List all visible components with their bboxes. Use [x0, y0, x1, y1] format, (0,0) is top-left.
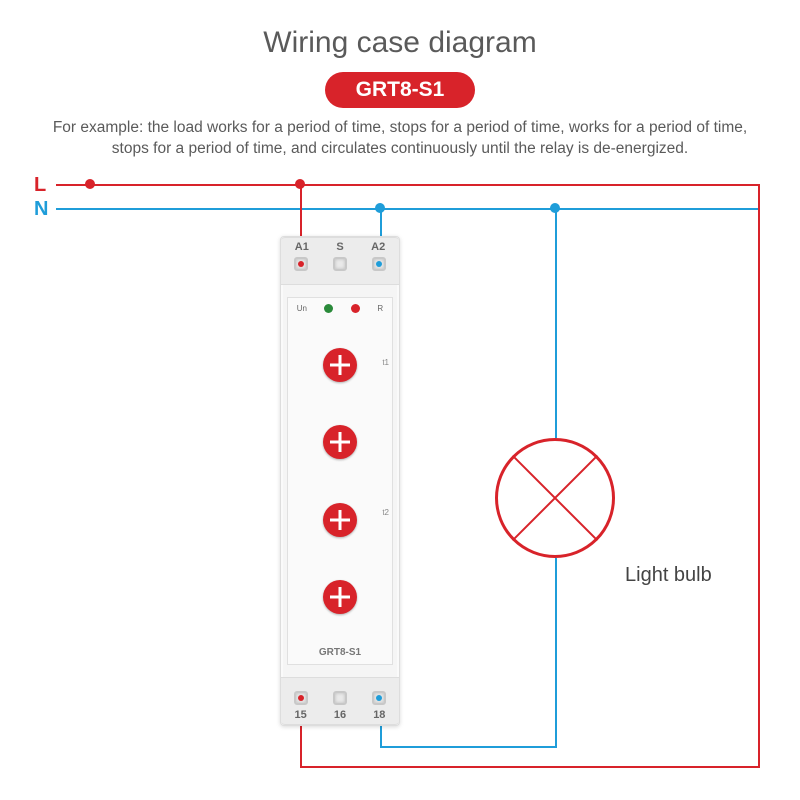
led-red — [351, 304, 360, 313]
wiring-diagram: L N .bulb::before,.bulb::after{display:n… — [0, 168, 800, 788]
description-text: For example: the load works for a period… — [0, 118, 800, 168]
terminal-label-15: 15 — [295, 709, 307, 721]
terminal-label-A1: A1 — [295, 241, 309, 253]
wire-18-to-bulb-h — [380, 746, 557, 748]
terminal-label-S: S — [336, 241, 343, 253]
page-title: Wiring case diagram — [0, 0, 800, 60]
terminal-S — [333, 257, 347, 271]
relay-device: A1 S A2 15 16 18 Un R t1 — [280, 236, 400, 726]
junction-L-A1 — [295, 179, 305, 189]
top-terminal-labels: A1 S A2 — [281, 241, 399, 253]
wire-18-to-bulb-v — [555, 558, 557, 748]
terminal-A1 — [294, 257, 308, 271]
knob-t2-range[interactable] — [323, 503, 357, 537]
wire-L-main — [56, 184, 760, 186]
knob-area — [288, 326, 392, 636]
device-model-label: GRT8-S1 — [288, 647, 392, 658]
top-terminal-holes — [281, 257, 399, 271]
wire-L-bottom — [300, 766, 760, 768]
led-green — [324, 304, 333, 313]
junction-L-start — [85, 179, 95, 189]
terminal-label-16: 16 — [334, 709, 346, 721]
terminal-18 — [372, 691, 386, 705]
junction-N-bulb — [550, 203, 560, 213]
model-badge: GRT8-S1 — [325, 72, 475, 108]
knob-t1-value[interactable] — [323, 425, 357, 459]
wire-L-to-15 — [300, 720, 302, 766]
junction-N-A2 — [375, 203, 385, 213]
line-label-L: L — [34, 174, 46, 197]
terminal-16 — [333, 691, 347, 705]
terminal-15 — [294, 691, 308, 705]
line-label-N: N — [34, 198, 48, 221]
terminal-label-18: 18 — [373, 709, 385, 721]
terminal-label-A2: A2 — [371, 241, 385, 253]
wire-N-main — [56, 208, 760, 210]
wire-L-right-drop — [758, 184, 760, 766]
bottom-terminal-labels: 15 16 18 — [281, 709, 399, 721]
knob-t2-value[interactable] — [323, 580, 357, 614]
light-bulb-label: Light bulb — [625, 564, 712, 587]
bottom-terminal-holes — [281, 691, 399, 705]
wire-N-to-bulb — [555, 208, 557, 438]
light-bulb-symbol — [495, 438, 615, 558]
device-face: Un R t1 t2 GRT8-S1 — [287, 297, 393, 665]
led-row: Un R — [288, 304, 392, 313]
led-label-Un: Un — [297, 304, 307, 313]
knob-t1-range[interactable] — [323, 348, 357, 382]
led-label-R: R — [377, 304, 383, 313]
terminal-A2 — [372, 257, 386, 271]
